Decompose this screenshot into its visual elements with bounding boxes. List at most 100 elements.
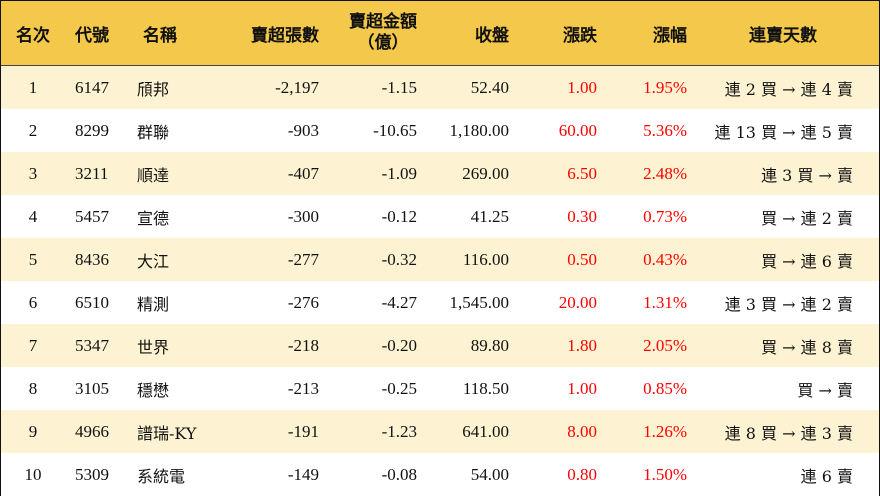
cell-streak: 買 → 連 8 賣: [761, 337, 853, 357]
cell-close: 54.00: [470, 464, 509, 484]
cell-name: 群聯: [137, 122, 170, 142]
cell-rank: 3: [28, 163, 38, 183]
cell-name: 譜瑞-KY: [137, 423, 197, 443]
cell-change: 6.50: [567, 163, 597, 183]
table-row: 4 5457 宣德 -300 -0.12 41.25 0.30 0.73% 買 → 連 2 賣: [1, 195, 879, 238]
cell-streak: 連 6 賣: [800, 466, 853, 486]
cell-name: 世界: [137, 337, 170, 357]
cell-code: 3105: [75, 378, 109, 398]
header-streak: 連賣天數: [749, 25, 817, 46]
cell-name: 大江: [137, 251, 170, 271]
cell-close: 269.00: [462, 163, 509, 183]
cell-close: 116.00: [462, 249, 509, 269]
cell-pct: 1.95%: [643, 77, 687, 97]
cell-net-shares: -277: [287, 249, 319, 269]
cell-net-shares: -191: [287, 421, 319, 441]
cell-close: 89.80: [470, 335, 509, 355]
cell-rank: 6: [28, 292, 38, 312]
cell-rank: 2: [28, 120, 38, 140]
cell-net-amount: -4.27: [381, 292, 417, 312]
cell-rank: 9: [28, 421, 38, 441]
cell-code: 5309: [75, 464, 109, 484]
cell-name: 穩懋: [137, 380, 170, 400]
cell-change: 20.00: [558, 292, 597, 312]
cell-pct: 2.48%: [643, 163, 687, 183]
cell-change: 1.00: [567, 378, 597, 398]
cell-net-shares: -218: [287, 335, 319, 355]
cell-net-shares: -213: [287, 378, 319, 398]
cell-pct: 5.36%: [643, 120, 687, 140]
cell-pct: 1.31%: [643, 292, 687, 312]
header-net-shares: 賣超張數: [251, 25, 319, 46]
cell-net-shares: -149: [287, 464, 319, 484]
cell-name: 頎邦: [137, 79, 170, 99]
cell-net-shares: -2,197: [275, 77, 319, 97]
table-row: 2 8299 群聯 -903 -10.65 1,180.00 60.00 5.36% 連 13 …: [1, 109, 879, 152]
cell-change: 0.50: [567, 249, 597, 269]
cell-rank: 4: [28, 206, 38, 226]
cell-net-amount: -0.08: [381, 464, 417, 484]
header-change: 漲跌: [563, 25, 597, 46]
cell-streak: 連 3 買 → 賣: [761, 165, 853, 185]
cell-code: 4966: [75, 421, 109, 441]
cell-change: 1.80: [567, 335, 597, 355]
table-row: 5 8436 大江 -277 -0.32 116.00 0.50 0.43% 買 → 連 6 賣: [1, 238, 879, 281]
cell-change: 0.80: [567, 464, 597, 484]
cell-pct: 0.43%: [643, 249, 687, 269]
cell-close: 641.00: [462, 421, 509, 441]
cell-net-amount: -1.09: [381, 163, 417, 183]
cell-net-amount: -1.15: [381, 77, 417, 97]
header-net-amount-line1: 賣超金額: [349, 12, 417, 32]
cell-close: 52.40: [470, 77, 509, 97]
header-net-amount: 賣超金額 （億）: [319, 12, 417, 54]
cell-net-amount: -0.32: [381, 249, 417, 269]
table-row: 7 5347 世界 -218 -0.20 89.80 1.80 2.05% 買 → 連 8 賣: [1, 324, 879, 367]
table-row: 8 3105 穩懋 -213 -0.25 118.50 1.00 0.85% 買 → 賣: [1, 367, 879, 410]
cell-net-amount: -10.65: [373, 120, 417, 140]
cell-pct: 0.73%: [643, 206, 687, 226]
cell-code: 5457: [75, 206, 109, 226]
cell-streak: 買 → 連 6 賣: [761, 251, 853, 271]
cell-streak: 連 8 買 → 連 3 賣: [724, 423, 853, 443]
cell-net-amount: -0.20: [381, 335, 417, 355]
cell-change: 0.30: [567, 206, 597, 226]
cell-close: 1,180.00: [449, 120, 510, 140]
cell-name: 系統電: [137, 466, 186, 486]
cell-code: 6510: [75, 292, 109, 312]
cell-rank: 8: [28, 378, 38, 398]
header-close: 收盤: [475, 25, 509, 46]
cell-name: 精測: [137, 294, 170, 314]
cell-streak: 買 → 連 2 賣: [761, 208, 853, 228]
cell-change: 8.00: [567, 421, 597, 441]
table-row: 3 3211 順達 -407 -1.09 269.00 6.50 2.48% 連 3 買 → 賣: [1, 152, 879, 195]
cell-streak: 連 3 買 → 連 2 賣: [724, 294, 853, 314]
cell-net-amount: -0.12: [381, 206, 417, 226]
cell-net-shares: -300: [287, 206, 319, 226]
cell-streak: 買 → 賣: [797, 380, 853, 400]
cell-net-shares: -407: [287, 163, 319, 183]
cell-close: 118.50: [462, 378, 509, 398]
table-row: 6 6510 精測 -276 -4.27 1,545.00 20.00 1.31% 連 3 買 …: [1, 281, 879, 324]
table-row: 10 5309 系統電 -149 -0.08 54.00 0.80 1.50% 連 6 賣: [1, 453, 879, 496]
cell-code: 8299: [75, 120, 109, 140]
cell-close: 1,545.00: [449, 292, 510, 312]
cell-net-shares: -276: [287, 292, 319, 312]
cell-net-shares: -903: [287, 120, 319, 140]
cell-close: 41.25: [470, 206, 509, 226]
cell-change: 1.00: [567, 77, 597, 97]
cell-pct: 2.05%: [643, 335, 687, 355]
cell-pct: 1.26%: [643, 421, 687, 441]
cell-code: 8436: [75, 249, 109, 269]
header-pct: 漲幅: [653, 25, 687, 46]
cell-rank: 5: [28, 249, 38, 269]
cell-pct: 0.85%: [643, 378, 687, 398]
cell-net-amount: -0.25: [381, 378, 417, 398]
cell-change: 60.00: [558, 120, 597, 140]
header-rank: 名次: [16, 25, 50, 46]
cell-rank: 10: [24, 464, 42, 484]
cell-code: 6147: [75, 77, 109, 97]
cell-name: 宣德: [137, 208, 170, 228]
cell-code: 3211: [75, 163, 109, 183]
cell-net-amount: -1.23: [381, 421, 417, 441]
